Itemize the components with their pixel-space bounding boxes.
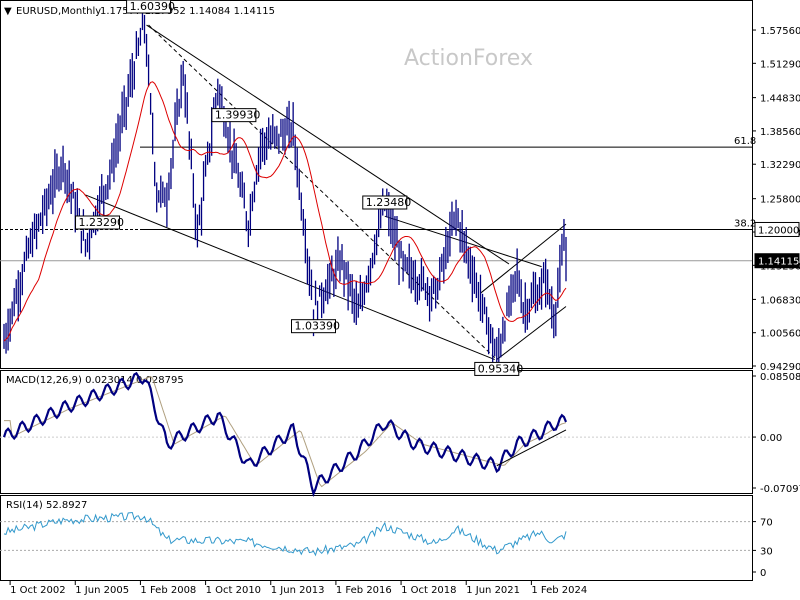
ohlc-readout: 1.17577 1.17952 1.14084 1.14115 [100,6,275,17]
price-annotation-box [474,361,520,376]
macd-line [2,371,568,498]
time-tick-label: 1 Jun 2013 [271,585,325,596]
price-tick-label: 1.00560 [760,329,800,340]
time-axis: 1 Oct 2002 1 Jun 2005 1 Feb 2008 1 Oct 2010… [9,581,587,596]
price-tick-label: 1.06830 [760,295,800,306]
price-annotation-label: 0.95340 [478,362,524,375]
rising-support-line [496,306,567,360]
macd-tick-label: 0.085089 [760,372,800,383]
rsi-line [3,511,567,557]
rsi-series [3,511,567,557]
time-tick-label: 1 Oct 2002 [10,585,65,596]
rsi-tick-label: 0 [760,568,766,579]
macd-panel-frame [0,370,753,494]
price-labels: 1.60390 1.39930 1.23290 1.23480 1.03390 0.953… [75,0,800,376]
price-annotation-label: 1.03390 [295,320,341,333]
macd-trend-line [496,429,567,467]
macd-tick-label: -0.070977 [760,484,800,495]
macd-label: MACD(12,26,9) 0.023014 0.028795 [6,375,184,386]
channel-lower-line [85,194,495,361]
price-annotation-box [291,319,337,334]
fib-label: 38.2 [734,218,756,229]
moving-average-line [3,81,567,342]
price-lines: 61.8 38.2 [0,24,756,361]
rsi-tick-label: 30 [760,546,773,557]
price-tick-label: 1.57560 [760,26,800,37]
price-annotation-box [362,195,408,210]
macd-signal-line [4,375,567,488]
price-series [3,7,567,365]
level-tag: 1.20000 [758,225,799,236]
level-tag-box [754,221,800,237]
price-annotation-label: 1.23480 [366,196,412,209]
price-tick-label: 1.25800 [760,195,800,206]
price-annotation-label: 1.39930 [215,109,261,122]
price-annotation-box [75,215,121,230]
rsi-label: RSI(14) 52.8927 [6,500,87,511]
price-tick-label: 1.38560 [760,127,800,138]
time-tick-label: 1 Feb 2016 [336,585,392,596]
time-tick-label: 1 Jun 2005 [75,585,129,596]
price-panel-frame [0,0,753,369]
time-tick-label: 1 Feb 2008 [140,585,196,596]
price-annotation-box [211,108,257,123]
macd-tick-label: 0.00 [760,433,782,444]
rsi-tick-label: 70 [760,518,773,529]
time-tick-label: 1 Feb 2024 [531,585,587,596]
price-tick-label: 1.32290 [760,160,800,171]
rising-resistance-line [480,223,567,294]
symbol-dropdown-icon[interactable]: ▼ [4,6,12,17]
rsi-axis: 70 30 0 [0,518,773,579]
time-tick-label: 1 Jun 2021 [466,585,520,596]
current-price-tag-box [754,253,800,269]
macd-series [2,371,568,498]
chart-title: EURUSD,Monthly [16,6,101,17]
price-axis: 1.57560 1.51290 1.44830 1.38560 1.32290 1.258… [752,26,800,373]
rsi-panel-frame [0,495,753,581]
fib-label: 61.8 [734,136,756,147]
price-tick-label: 0.94290 [760,362,800,373]
time-tick-label: 1 Oct 2010 [206,585,261,596]
price-tick-label: 1.51290 [760,59,800,70]
price-annotation-label: 1.23290 [79,216,125,229]
time-tick-label: 1 Oct 2018 [401,585,456,596]
macd-axis: 0.085089 0.00 -0.070977 [0,372,800,495]
watermark: ActionForex [404,46,533,71]
price-annotation-label: 1.60390 [130,0,176,13]
current-price-tag: 1.14115 [758,257,799,268]
price-tick-label: 1.44830 [760,94,800,105]
channel-diag-line [148,24,498,360]
price-annotation-box [126,0,172,14]
upper-trend-line [384,215,542,268]
channel-upper-line [146,24,510,265]
